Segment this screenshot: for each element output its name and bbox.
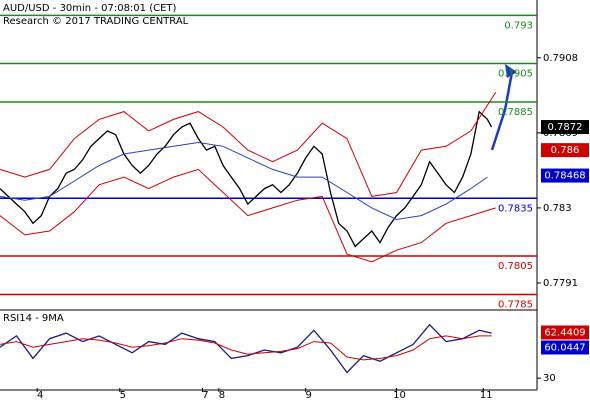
x-tick-label: 10 bbox=[393, 390, 406, 400]
x-tick-label: 7 bbox=[202, 390, 208, 400]
price-tag-label: 0.78468 bbox=[544, 171, 585, 182]
level-label: 0.7905 bbox=[498, 69, 533, 80]
y-tick-label: 0.7791 bbox=[543, 278, 578, 289]
series-line bbox=[0, 335, 492, 361]
y-tick-label: 0.7908 bbox=[543, 53, 578, 64]
series-line bbox=[0, 323, 492, 374]
chart-title: AUD/USD - 30min - 07:08:01 (CET) bbox=[3, 3, 177, 14]
x-tick-label: 5 bbox=[120, 390, 126, 400]
price-tag bbox=[541, 168, 589, 183]
price-tag-label: 0.786 bbox=[551, 145, 580, 156]
level-label: 0.7885 bbox=[498, 107, 533, 118]
price-tag-label: 62.4409 bbox=[544, 327, 585, 338]
price-tag bbox=[541, 120, 589, 135]
level-label: 0.7835 bbox=[498, 203, 533, 214]
price-tag-label: 60.0447 bbox=[544, 342, 585, 353]
series-line bbox=[0, 92, 497, 197]
level-label: 0.793 bbox=[504, 20, 533, 31]
x-tick-label: 9 bbox=[305, 390, 311, 400]
level-label: 0.7785 bbox=[498, 300, 533, 311]
x-tick-label: 8 bbox=[219, 390, 225, 400]
y-tick-label: 0.783 bbox=[543, 203, 572, 214]
price-tag bbox=[541, 143, 589, 158]
x-tick-label: 11 bbox=[480, 390, 493, 400]
rsi-title: RSI14 - 9MA bbox=[3, 313, 64, 324]
price-tag bbox=[541, 325, 589, 340]
y-tick-label: 30 bbox=[543, 373, 556, 384]
price-tag-label: 0.7872 bbox=[548, 122, 583, 133]
series-line bbox=[0, 168, 496, 263]
series-line bbox=[0, 110, 493, 248]
arrow-head bbox=[505, 64, 517, 78]
x-tick-label: 4 bbox=[37, 390, 43, 400]
series-line bbox=[0, 141, 488, 221]
chart-subtitle: Research © 2017 TRADING CENTRAL bbox=[3, 16, 189, 27]
projection-arrow bbox=[490, 71, 514, 151]
price-tag bbox=[541, 340, 589, 355]
level-label: 0.7805 bbox=[498, 261, 533, 272]
